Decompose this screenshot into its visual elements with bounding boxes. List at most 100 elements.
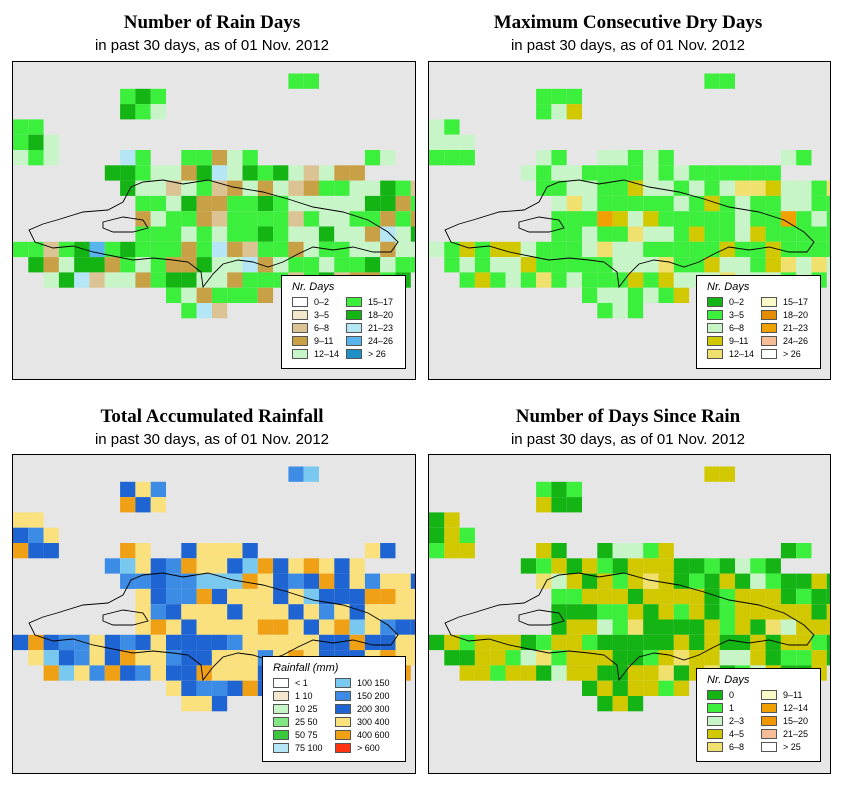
grid-cell (211, 650, 228, 666)
grid-cell (597, 588, 613, 605)
grid-cell (566, 650, 582, 666)
grid-cell (166, 573, 182, 589)
legend-label: 18–20 (783, 310, 809, 320)
grid-cell (28, 527, 44, 543)
grid-cell (811, 180, 827, 196)
grid-cell (612, 619, 628, 635)
grid-cell (181, 696, 197, 712)
grid-cell (395, 195, 411, 212)
grid-cell (658, 588, 674, 605)
grid-cell (150, 104, 166, 120)
grid-cell (257, 604, 274, 620)
grid-cell (658, 195, 674, 212)
grid-cell (627, 588, 644, 605)
grid-cell (181, 604, 197, 620)
grid-cell (566, 665, 582, 681)
grid-cell (704, 211, 720, 227)
grid-cell (166, 680, 182, 696)
grid-cell (566, 619, 582, 635)
grid-cell (135, 558, 151, 574)
panel-title: Number of Days Since Rain (515, 406, 741, 427)
grid-cell (120, 257, 136, 273)
grid-cell (612, 287, 628, 303)
grid-cell (196, 241, 212, 258)
grid-cell (826, 573, 830, 589)
grid-cell (582, 665, 598, 681)
legend-swatch (761, 336, 777, 346)
grid-cell (566, 88, 582, 105)
grid-cell (364, 634, 381, 651)
grid-cell (104, 165, 121, 181)
grid-cell (643, 150, 659, 166)
grid-cell (211, 634, 228, 651)
grid-cell (395, 604, 411, 620)
legend-title: Nr. Days (707, 281, 750, 293)
grid-cell (658, 150, 674, 166)
panel-subtitle: in past 30 days, as of 01 Nov. 2012 (510, 431, 746, 448)
grid-cell (627, 165, 644, 181)
grid-cell (765, 180, 781, 196)
grid-cell (288, 180, 304, 196)
grid-cell (150, 257, 166, 273)
grid-cell (566, 272, 582, 288)
grid-cell (410, 573, 415, 589)
grid-cell (150, 573, 166, 589)
grid-cell (227, 573, 243, 589)
grid-cell (719, 241, 735, 258)
grid-cell (551, 226, 567, 242)
grid-cell (288, 573, 304, 589)
grid-cell (505, 241, 521, 258)
grid-cell (719, 650, 735, 666)
grid-cell (780, 634, 797, 651)
grid-cell (597, 241, 613, 258)
grid-cell (490, 272, 506, 288)
grid-cell (704, 165, 720, 181)
grid-cell (597, 680, 613, 696)
grid-cell (597, 180, 613, 196)
grid-cell (765, 650, 781, 666)
grid-cell (364, 604, 381, 620)
grid-cell (242, 241, 258, 258)
grid-cell (444, 512, 460, 528)
grid-cell (612, 165, 628, 181)
grid-cell (689, 558, 705, 574)
grid-cell (459, 150, 475, 166)
grid-cell (643, 272, 659, 288)
grid-cell (257, 195, 274, 212)
grid-cell (150, 665, 166, 681)
grid-cell (780, 588, 797, 605)
grid-cell (334, 241, 350, 258)
grid-cell (28, 650, 44, 666)
grid-cell (750, 195, 766, 212)
grid-cell (627, 272, 644, 288)
grid-cell (689, 195, 705, 212)
grid-cell (211, 619, 228, 635)
grid-cell (643, 543, 659, 559)
grid-cell (395, 241, 411, 258)
grid-cell (395, 180, 411, 196)
grid-cell (536, 573, 552, 589)
grid-cell (735, 180, 751, 196)
grid-cell (211, 680, 228, 696)
grid-cell (520, 665, 537, 681)
grid-cell (429, 119, 445, 135)
panel-subtitle: in past 30 days, as of 01 Nov. 2012 (94, 431, 330, 448)
grid-cell (166, 588, 182, 605)
grid-cell (551, 665, 567, 681)
grid-cell (673, 680, 690, 696)
grid-cell (597, 150, 613, 166)
grid-cell (627, 543, 644, 559)
legend-title: Nr. Days (707, 674, 750, 686)
grid-cell (582, 180, 598, 196)
grid-cell (597, 558, 613, 574)
grid-cell (196, 303, 212, 319)
grid-cell (166, 604, 182, 620)
grid-cell (135, 588, 151, 605)
legend-swatch (707, 742, 723, 752)
grid-cell (551, 634, 567, 651)
grid-cell (719, 466, 735, 482)
grid-cell (227, 195, 243, 212)
grid-cell (520, 634, 537, 651)
grid-cell (211, 150, 228, 166)
grid-cell (566, 211, 582, 227)
